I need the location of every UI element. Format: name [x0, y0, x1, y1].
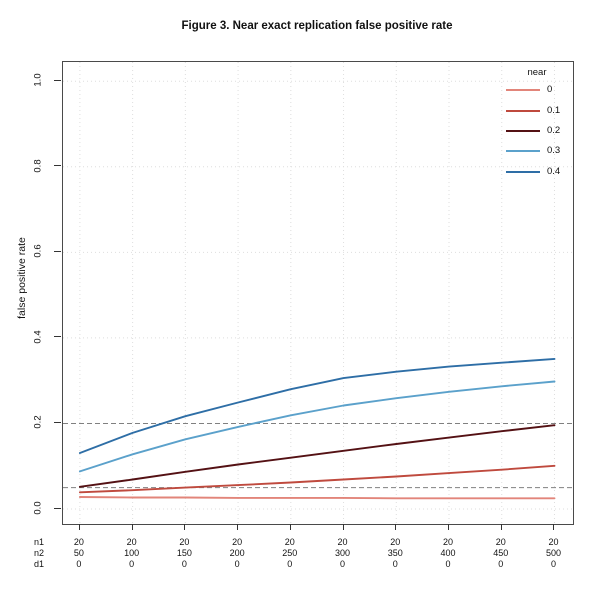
legend-item: 0.1 [506, 100, 604, 120]
legend-title: near [527, 67, 547, 78]
legend-item: 0.4 [506, 162, 604, 182]
x-axis-value: 200 [229, 548, 245, 558]
x-axis-value: 100 [124, 548, 140, 558]
legend: near 0 0.1 0.2 0.3 0.4 [506, 65, 604, 182]
y-tick-label: 0.8 [32, 159, 44, 173]
x-axis-value: 0 [76, 559, 82, 569]
legend-line-swatch [506, 170, 540, 173]
y-tick-label: 0.0 [32, 501, 44, 515]
legend-items: 0 0.1 0.2 0.3 0.4 [506, 80, 604, 182]
x-axis-value: 20 [390, 537, 401, 547]
legend-line-swatch [506, 129, 540, 132]
legend-item-label: 0.1 [547, 104, 561, 116]
y-tick-mark [54, 336, 61, 338]
y-axis-label: false positive rate [16, 237, 28, 319]
series-line-near-0.3 [78, 380, 556, 473]
y-tick-mark [54, 165, 61, 167]
x-tick-mark [289, 524, 291, 530]
x-axis-value: 450 [493, 548, 509, 558]
x-axis-value: 250 [282, 548, 298, 558]
x-tick-mark [237, 524, 239, 530]
x-axis-value: 0 [234, 559, 240, 569]
x-axis-row-n1: n1 20 20 20 20 20 20 20 20 20 20 [0, 537, 604, 548]
x-axis-value: 0 [445, 559, 451, 569]
x-axis-value: 20 [548, 537, 559, 547]
x-axis-row-header: n1 [33, 537, 44, 547]
x-axis-row-d1: d1 0 0 0 0 0 0 0 0 0 0 [0, 559, 604, 570]
x-axis-value: 20 [126, 537, 137, 547]
series-line-near-0 [78, 496, 556, 500]
legend-item: 0 [506, 80, 604, 100]
y-tick-label: 1.0 [32, 73, 44, 87]
legend-line-swatch [506, 150, 540, 153]
legend-line-swatch [506, 89, 540, 92]
legend-item-label: 0 [547, 84, 553, 96]
x-tick-mark [342, 524, 344, 530]
y-tick-mark [54, 250, 61, 252]
figure-title: Figure 3. Near exact replication false p… [181, 20, 453, 32]
y-tick-label: 0.2 [32, 415, 44, 430]
x-axis-value: 150 [176, 548, 192, 558]
y-tick-label: 0.6 [32, 244, 44, 258]
x-axis-value: 0 [392, 559, 398, 569]
x-axis-row-header: n2 [33, 548, 44, 558]
x-axis-value: 20 [179, 537, 190, 547]
legend-item-label: 0.2 [547, 124, 561, 136]
x-axis-value: 0 [129, 559, 135, 569]
legend-item: 0.2 [506, 121, 604, 141]
x-tick-mark [184, 524, 186, 530]
x-axis-value: 0 [181, 559, 187, 569]
plot-area: near 0 0.1 0.2 0.3 0.4 [62, 61, 574, 525]
x-tick-mark [395, 524, 397, 530]
x-tick-mark [553, 524, 555, 530]
x-axis-value: 20 [232, 537, 243, 547]
x-axis-row-header: d1 [33, 559, 44, 569]
x-axis-value: 20 [442, 537, 453, 547]
x-tick-mark [448, 524, 449, 530]
x-axis-value: 0 [340, 559, 346, 569]
x-axis-value: 0 [287, 559, 293, 569]
x-axis-value: 350 [387, 548, 403, 558]
series-line-near-0.2 [78, 424, 556, 488]
x-tick-mark [500, 524, 502, 530]
y-tick-mark [54, 421, 61, 423]
x-axis-value: 20 [73, 537, 84, 547]
x-axis-value: 50 [73, 548, 84, 558]
x-axis-row-n2: n2 50 100 150 200 250 300 350 400 450 500 [0, 548, 604, 559]
legend-item-label: 0.3 [547, 145, 561, 157]
legend-line-swatch [506, 109, 540, 112]
x-axis-value: 300 [335, 548, 351, 558]
y-tick-mark [54, 507, 61, 509]
x-axis-value: 0 [498, 559, 504, 569]
x-axis-value: 20 [337, 537, 348, 547]
x-axis-value: 500 [545, 548, 561, 558]
x-axis-value: 400 [440, 548, 456, 558]
legend-item-label: 0.4 [547, 165, 561, 177]
x-axis-value: 20 [495, 537, 506, 547]
series-line-near-0.1 [78, 464, 556, 494]
legend-item: 0.3 [506, 141, 604, 161]
x-axis-value: 20 [284, 537, 295, 547]
plot-canvas [63, 62, 573, 524]
x-axis-value: 0 [550, 559, 556, 569]
x-tick-mark [131, 524, 133, 530]
y-tick-mark [54, 79, 61, 81]
x-tick-mark [78, 524, 80, 530]
y-tick-label: 0.4 [32, 330, 44, 344]
series-line-near-0.4 [78, 357, 556, 454]
